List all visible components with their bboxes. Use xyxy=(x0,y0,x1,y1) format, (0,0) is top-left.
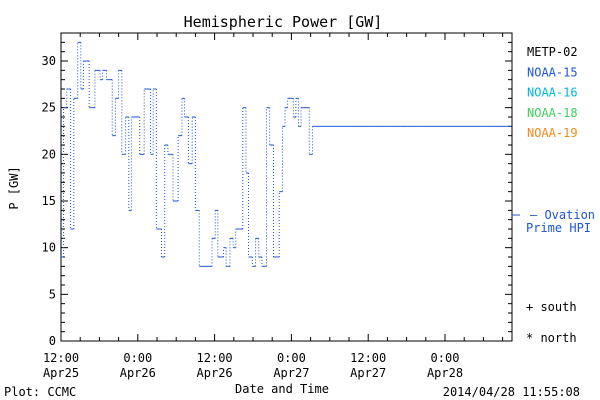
y-tick-label: 15 xyxy=(42,194,56,208)
plot-frame xyxy=(60,32,513,342)
legend-entry: NOAA-16 xyxy=(527,86,578,100)
x-tick-label-date: Apr25 xyxy=(43,366,79,380)
y-axis: 0 5 10 15 20 25 30 xyxy=(42,41,512,348)
x-tick-label-date: Apr26 xyxy=(120,366,156,380)
x-axis-label: Date and Time xyxy=(235,382,329,396)
legend: METP-02 NOAA-15 NOAA-16 NOAA-18 NOAA-19 xyxy=(527,45,578,140)
y-tick-label: 5 xyxy=(49,287,56,301)
hpi-marker: — Ovation Prime HPI xyxy=(512,208,595,235)
hpi-label-line1: — Ovation xyxy=(530,208,595,222)
chart-title: Hemispheric Power [GW] xyxy=(184,13,383,31)
y-tick-label: 0 xyxy=(49,334,56,348)
legend-entry: NOAA-15 xyxy=(527,65,578,79)
footer-source: Plot: CCMC xyxy=(4,385,76,399)
hpi-label-line2: Prime HPI xyxy=(526,221,591,235)
y-tick-label: 25 xyxy=(42,101,56,115)
x-tick-label-date: Apr26 xyxy=(197,366,233,380)
legend-entry: METP-02 xyxy=(527,45,578,59)
y-axis-label: P [GW] xyxy=(7,166,21,209)
x-tick-label-time: 0:00 xyxy=(123,351,152,365)
y-tick-label: 20 xyxy=(42,147,56,161)
y-tick-label: 10 xyxy=(42,241,56,255)
south-symbol-label: + south xyxy=(526,300,577,314)
legend-entry: NOAA-18 xyxy=(527,106,578,120)
x-tick-label-date: Apr27 xyxy=(350,366,386,380)
x-tick-label-date: Apr27 xyxy=(273,366,309,380)
x-tick-label-time: 0:00 xyxy=(431,351,460,365)
footer-timestamp: 2014/04/28 11:55:08 xyxy=(443,385,580,399)
x-tick-label-time: 12:00 xyxy=(350,351,386,365)
north-symbol-label: * north xyxy=(526,331,577,345)
x-tick-label-time: 12:00 xyxy=(43,351,79,365)
legend-entry: NOAA-19 xyxy=(527,126,578,140)
x-axis: 12:00Apr250:00Apr2612:00Apr260:00Apr2712… xyxy=(43,33,504,380)
x-tick-label-time: 12:00 xyxy=(197,351,233,365)
series-layer xyxy=(61,41,511,267)
x-tick-label-time: 0:00 xyxy=(277,351,306,365)
x-tick-label-date: Apr28 xyxy=(427,366,463,380)
y-tick-label: 30 xyxy=(42,54,56,68)
